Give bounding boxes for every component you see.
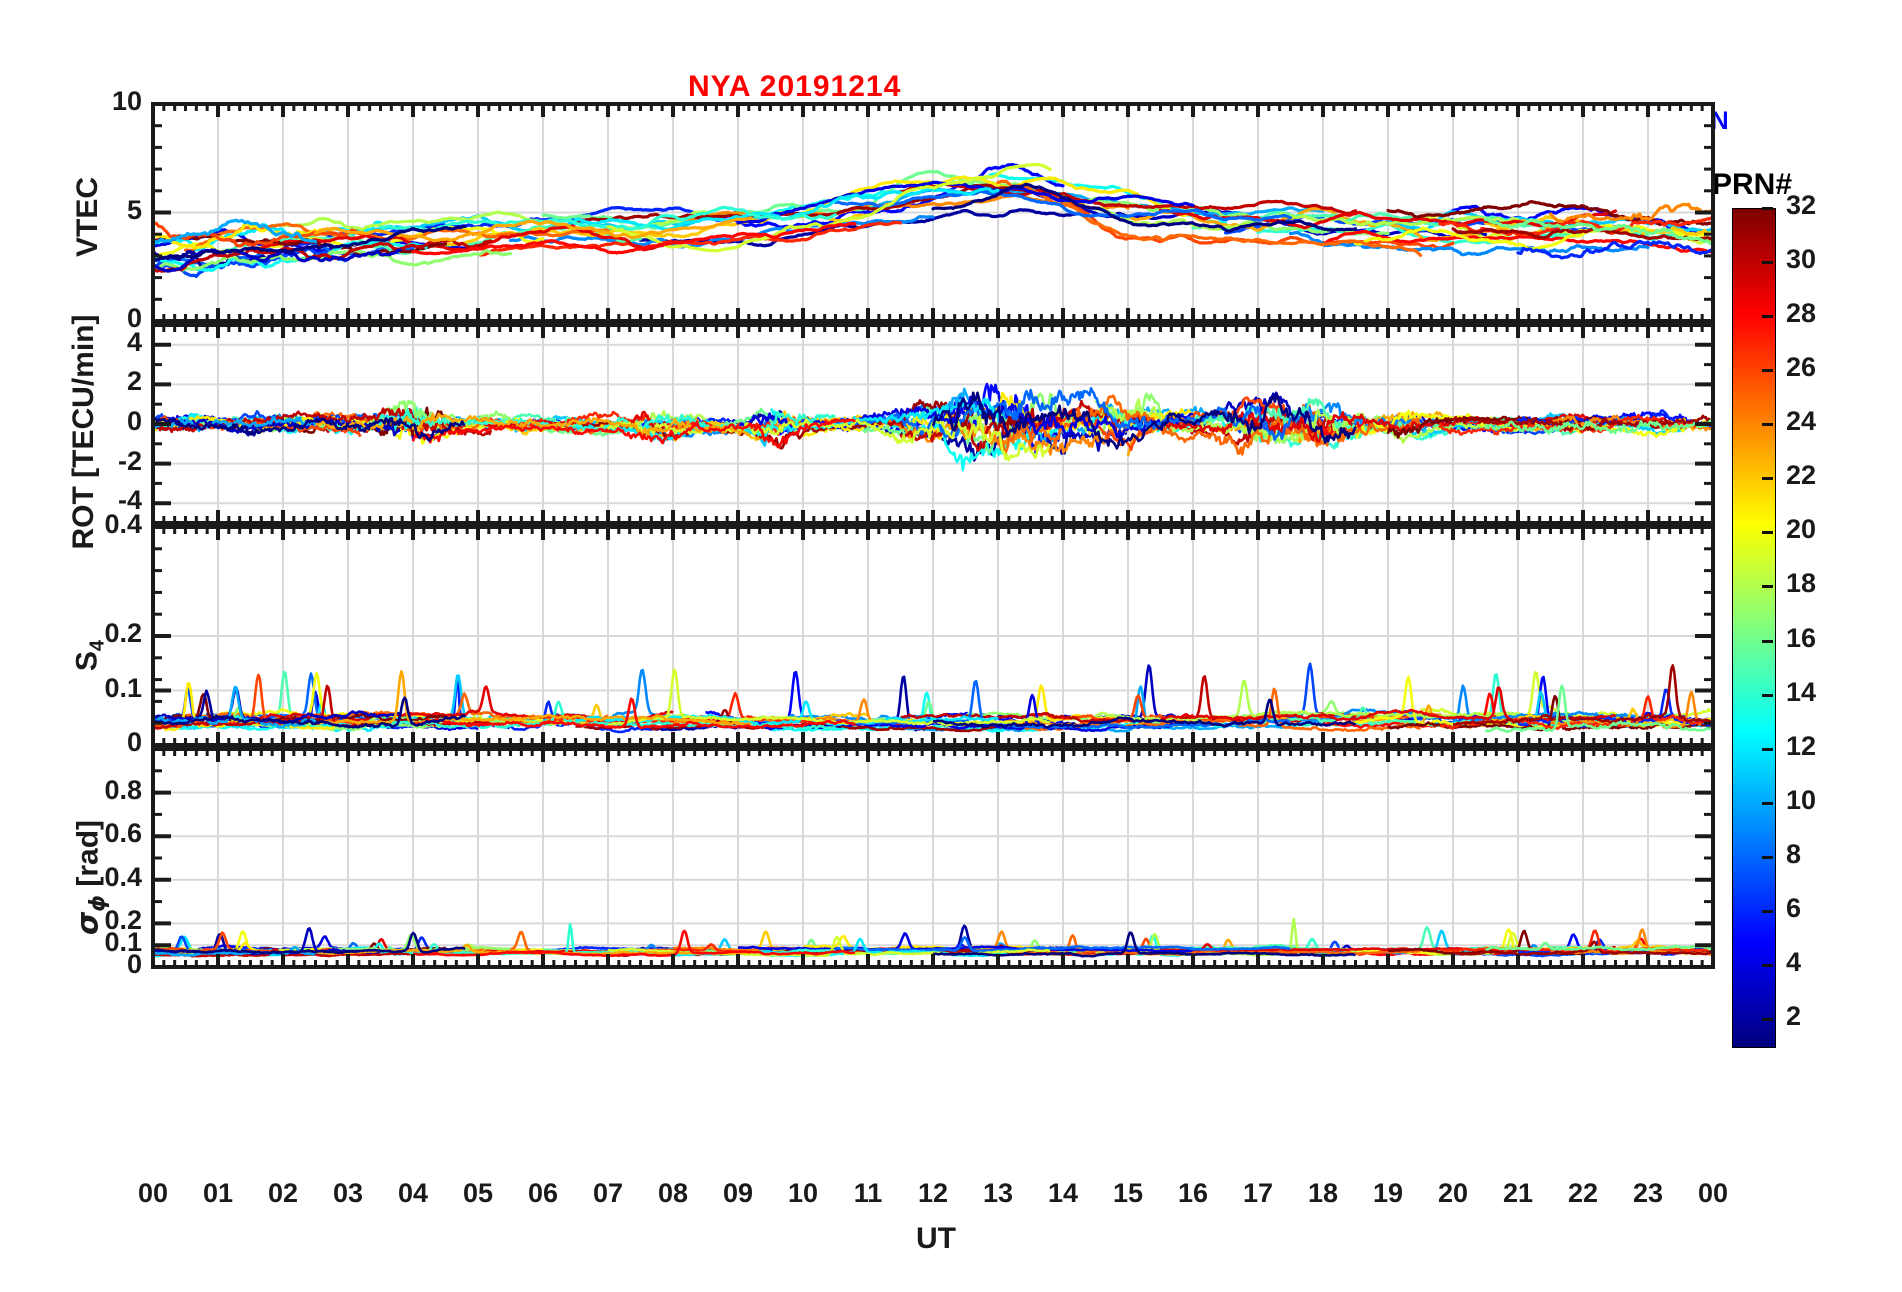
colorbar-tick-20: 20 <box>1786 514 1817 545</box>
xtick-22: 22 <box>1567 1178 1599 1208</box>
colorbar-tick-2: 2 <box>1786 1000 1802 1031</box>
colorbar-tick-32: 32 <box>1786 190 1817 220</box>
colorbar-tick-6: 6 <box>1786 892 1802 923</box>
colorbar-tickmark-26 <box>1762 369 1773 373</box>
colorbar-tickmark-32 <box>1762 207 1773 210</box>
colorbar-tickmark-12 <box>1762 747 1773 751</box>
colorbar-title: PRN# <box>1712 168 1793 201</box>
colorbar-tickmark-10 <box>1762 801 1773 805</box>
colorbar-tickmark-22 <box>1762 477 1773 481</box>
ytick-sigma-phi-4: 0.1 <box>104 927 142 958</box>
xtick-0: 00 <box>137 1178 169 1208</box>
colorbar-tick-12: 12 <box>1786 730 1817 761</box>
xtick-6: 06 <box>527 1178 559 1208</box>
colorbar-tickmark-6 <box>1762 909 1773 913</box>
colorbar-tickmark-4 <box>1762 963 1773 967</box>
colorbar-tickmark-30 <box>1762 261 1773 265</box>
ytick-s4-3: 0 <box>126 727 142 757</box>
colorbar-tick-24: 24 <box>1786 406 1817 437</box>
xtick-20: 20 <box>1437 1178 1469 1208</box>
colorbar-tick-16: 16 <box>1786 622 1817 653</box>
ytick-rot-1: 2 <box>126 366 142 397</box>
xtick-1: 01 <box>202 1178 234 1208</box>
xtick-16: 16 <box>1177 1178 1209 1208</box>
panel-vtec <box>153 104 1713 321</box>
figure-title: NYA 20191214 <box>688 70 902 103</box>
xtick-18: 18 <box>1307 1178 1339 1208</box>
colorbar-tick-18: 18 <box>1786 568 1817 599</box>
colorbar-tick-26: 26 <box>1786 352 1817 383</box>
xtick-15: 15 <box>1112 1178 1144 1208</box>
xtick-2: 02 <box>267 1178 299 1208</box>
panel-s4 <box>153 527 1713 745</box>
xtick-12: 12 <box>917 1178 949 1208</box>
colorbar-tickmark-20 <box>1762 531 1773 535</box>
xtick-23: 23 <box>1632 1178 1664 1208</box>
xtick-14: 14 <box>1047 1178 1079 1208</box>
ytick-vtec-1: 5 <box>126 194 142 225</box>
xtick-24: 00 <box>1697 1178 1729 1208</box>
panel-rot <box>153 325 1713 523</box>
colorbar-tick-8: 8 <box>1786 838 1802 869</box>
ytick-rot-3: -2 <box>117 445 142 476</box>
ytick-rot-0: 4 <box>126 326 142 357</box>
colorbar-tickmark-28 <box>1762 315 1773 319</box>
xtick-19: 19 <box>1372 1178 1404 1208</box>
colorbar-tickmark-14 <box>1762 693 1773 697</box>
colorbar-tickmark-8 <box>1762 855 1773 859</box>
xtick-21: 21 <box>1502 1178 1534 1208</box>
xtick-17: 17 <box>1242 1178 1274 1208</box>
ytick-sigma-phi-1: 0.6 <box>104 818 142 849</box>
colorbar-tick-22: 22 <box>1786 460 1817 491</box>
colorbar-tick-10: 10 <box>1786 784 1817 815</box>
ytick-sigma-phi-3: 0.2 <box>104 905 142 936</box>
ytick-sigma-phi-2: 0.4 <box>104 861 142 892</box>
ytick-rot-4: -4 <box>117 485 142 516</box>
ytick-rot-2: 0 <box>126 406 142 436</box>
colorbar-tickmark-18 <box>1762 585 1773 589</box>
colorbar <box>1732 208 1776 1048</box>
xtick-5: 05 <box>462 1178 494 1208</box>
ytick-sigma-phi-5: 0 <box>126 949 142 979</box>
colorbar-tick-14: 14 <box>1786 676 1817 707</box>
xtick-13: 13 <box>982 1178 1014 1208</box>
ytick-s4-2: 0.1 <box>104 672 142 703</box>
xtick-4: 04 <box>397 1178 429 1208</box>
colorbar-tickmark-2 <box>1762 1017 1773 1021</box>
colorbar-tick-4: 4 <box>1786 946 1802 977</box>
colorbar-tick-28: 28 <box>1786 298 1817 329</box>
ytick-vtec-0: 10 <box>111 86 142 116</box>
xtick-11: 11 <box>853 1178 883 1208</box>
colorbar-tickmark-24 <box>1762 423 1773 427</box>
xtick-10: 10 <box>787 1178 819 1208</box>
ytick-s4-1: 0.2 <box>104 618 142 648</box>
ytick-sigma-phi-0: 0.8 <box>104 774 142 805</box>
colorbar-tick-30: 30 <box>1786 244 1817 275</box>
xtick-8: 08 <box>657 1178 689 1208</box>
ytick-vtec-2: 0 <box>126 303 142 333</box>
colorbar-tickmark-16 <box>1762 639 1773 643</box>
xaxis-label: UT <box>916 1222 956 1255</box>
xtick-9: 09 <box>722 1178 754 1208</box>
xtick-7: 07 <box>592 1178 624 1208</box>
ytick-s4-0: 0.4 <box>104 509 142 539</box>
panel-sigma-phi <box>153 749 1713 967</box>
xtick-3: 03 <box>332 1178 364 1208</box>
